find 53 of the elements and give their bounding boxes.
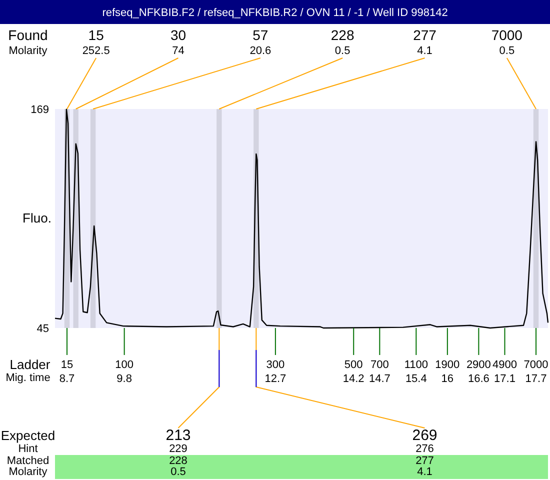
x-tick-label: 14.7 (368, 373, 390, 385)
annotation: 277 (413, 27, 437, 43)
x-tick-label: 16 (441, 373, 454, 385)
annotation: 252.5 (82, 45, 110, 57)
annotation: 213 (166, 427, 191, 444)
text: Molarity (8, 45, 48, 57)
text: 277 (416, 455, 434, 467)
annotation: 57 (252, 27, 268, 43)
annotation: 15 (88, 27, 104, 43)
y-tick-label: 45 (36, 323, 49, 335)
text: 15 (60, 359, 74, 371)
annotation: 269 (412, 427, 438, 444)
x-tick-label: 16.6 (468, 373, 490, 385)
text: 229 (169, 443, 188, 455)
annotation: 7000 (491, 27, 523, 43)
text: 7000 (524, 359, 548, 371)
text: 4.1 (417, 466, 432, 478)
text: Matched (6, 455, 50, 467)
text: 276 (416, 443, 434, 455)
text: 500 (344, 359, 363, 371)
x-tick-label: 17.7 (525, 373, 547, 385)
text: Molarity (8, 466, 48, 478)
annotation: 20.6 (250, 45, 272, 57)
text: 300 (266, 359, 285, 371)
text: 4900 (492, 359, 517, 371)
annotation: 30 (170, 27, 186, 43)
line-series (54, 108, 549, 329)
text: 700 (370, 359, 389, 371)
text: Ladder (10, 357, 51, 372)
annotation: 0.5 (334, 45, 350, 57)
x-axis-title: Mig. time (6, 372, 50, 384)
text: 1100 (404, 359, 428, 371)
annotation: 74 (172, 45, 184, 57)
x-tick-label: 14.2 (342, 373, 364, 385)
x-tick-label: 12.7 (264, 373, 286, 385)
text: 2900 (466, 359, 491, 371)
text: 0.5 (170, 466, 186, 478)
text: Hint (18, 443, 38, 455)
text: Expected (0, 428, 56, 443)
text: 228 (169, 455, 188, 467)
annotation: 228 (330, 27, 354, 43)
x-tick-label: 17.1 (494, 373, 516, 385)
text: 100 (115, 359, 134, 371)
annotation: 4.1 (417, 45, 432, 57)
y-axis-title: Fluo. (22, 210, 52, 226)
x-tick-label: 8.7 (59, 373, 75, 385)
chart-title: refseq_NFKBIB.F2 / refseq_NFKBIB.R2 / OVN 11 / -1 / Well ID 998142 (102, 7, 448, 19)
annotation: 0.5 (499, 45, 515, 57)
text: 1900 (435, 359, 460, 371)
x-tick-label: 9.8 (116, 373, 132, 385)
text: Found (8, 27, 48, 43)
y-tick-label: 169 (30, 104, 49, 116)
x-tick-label: 15.4 (405, 373, 427, 385)
